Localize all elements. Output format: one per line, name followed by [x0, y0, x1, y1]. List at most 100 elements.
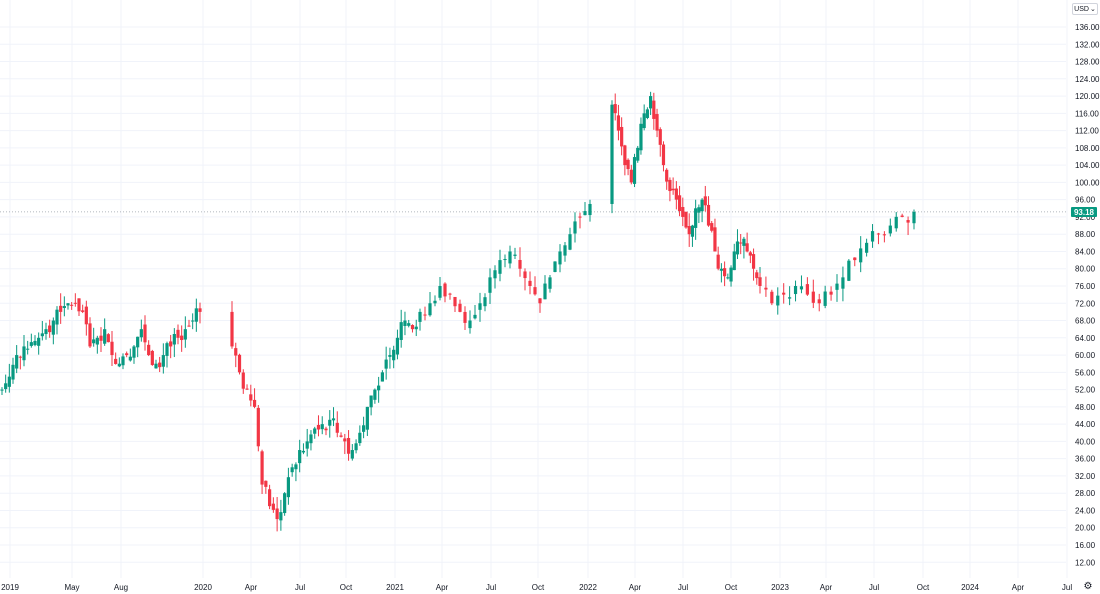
y-tick-label: 48.00: [1075, 403, 1096, 412]
candle-body: [418, 311, 422, 321]
candle-body: [568, 234, 572, 250]
y-tick-label: 96.00: [1075, 196, 1096, 205]
candle-body: [623, 145, 627, 166]
last-price-tag: 93.18: [1071, 207, 1097, 217]
candle-body: [316, 424, 321, 430]
candle-body: [22, 346, 26, 361]
candle-body: [414, 326, 418, 330]
candle-body: [811, 291, 815, 303]
candle-body: [882, 234, 886, 236]
candle-body: [234, 348, 238, 356]
y-tick-label: 116.00: [1075, 109, 1099, 118]
candle-body: [88, 323, 92, 347]
y-tick-label: 16.00: [1075, 541, 1096, 550]
x-tick-label: Jul: [295, 583, 305, 592]
candle-body: [335, 422, 339, 433]
y-tick-label: 52.00: [1075, 386, 1096, 395]
candle-body: [677, 195, 682, 212]
candle-body: [528, 280, 532, 286]
price-axis[interactable]: 136.00 132.00 128.00 124.00 120.00 116.00 112.…: [1075, 23, 1100, 567]
candle-body: [610, 104, 614, 204]
candle-body: [652, 100, 656, 119]
y-tick-label: 100.00: [1075, 178, 1100, 187]
candle-body: [33, 340, 37, 346]
candle-body: [328, 419, 332, 426]
candle-body: [710, 223, 714, 231]
candle-body: [645, 109, 649, 118]
candle-body: [249, 394, 253, 401]
candle-body: [751, 254, 756, 269]
candle-body: [719, 268, 723, 271]
candle-body: [180, 335, 184, 341]
candle-body: [684, 211, 688, 228]
candle-body: [732, 251, 736, 271]
candle-body: [706, 204, 711, 226]
x-tick-label: 2024: [961, 583, 979, 592]
candle-body: [0, 389, 4, 391]
x-tick-label: Apr: [820, 583, 833, 592]
candle-body: [853, 257, 857, 261]
candle-body: [433, 300, 437, 304]
candle-body: [894, 216, 898, 229]
candle-body: [40, 333, 44, 337]
candle-body: [523, 271, 527, 279]
candle-body: [508, 251, 512, 264]
candle-body: [256, 407, 260, 447]
candle-body: [260, 451, 264, 485]
candle-body: [132, 346, 136, 358]
candle-body: [369, 395, 373, 408]
candle-body: [583, 211, 587, 216]
x-tick-label: 2019: [1, 583, 19, 592]
candle-body: [92, 339, 96, 344]
candle-body: [7, 376, 11, 387]
currency-select[interactable]: USD ⌄: [1072, 3, 1098, 15]
candle-body: [563, 245, 567, 256]
candle-body: [799, 286, 804, 290]
candle-body: [380, 372, 384, 382]
candle-body: [66, 303, 70, 306]
y-tick-label: 12.00: [1075, 558, 1096, 567]
candle-body: [154, 363, 158, 369]
candle-body: [498, 260, 502, 274]
candle-body: [428, 303, 432, 316]
candle-body: [716, 254, 720, 269]
candle-body: [377, 385, 381, 391]
candle-body: [241, 372, 245, 389]
candle-body: [748, 252, 752, 256]
candle-body: [770, 291, 774, 304]
candle-body: [788, 297, 792, 299]
chart-grid: [0, 0, 1068, 578]
candle-body: [4, 383, 8, 390]
candle-body: [26, 348, 30, 350]
candle-body: [776, 295, 780, 306]
candle-body: [755, 272, 759, 279]
candle-body: [298, 450, 302, 464]
candle-body: [823, 291, 827, 306]
candle-body: [110, 341, 114, 356]
x-tick-label: 2020: [194, 583, 212, 592]
candle-body: [613, 104, 617, 114]
y-tick-label: 68.00: [1075, 317, 1096, 326]
candle-body: [468, 320, 472, 329]
candle-body: [620, 126, 624, 147]
candle-body: [642, 113, 646, 129]
candle-body: [558, 251, 562, 265]
y-tick-label: 72.00: [1075, 299, 1096, 308]
gear-icon[interactable]: ⚙: [1083, 581, 1093, 592]
y-tick-label: 112.00: [1075, 127, 1099, 136]
candle-body: [125, 353, 129, 356]
candle-body: [309, 434, 313, 444]
candle-body: [713, 227, 717, 252]
candle-body: [483, 297, 487, 307]
candle-body: [694, 208, 698, 228]
time-axis[interactable]: 2019 May Aug 2020 Apr Jul Oct 2021 Apr Jul Oct 2022…: [1, 583, 1072, 592]
candle-body: [147, 344, 151, 356]
candle-body: [865, 242, 869, 253]
candle-body: [44, 329, 48, 335]
candle-body: [187, 325, 191, 327]
candle-body: [271, 503, 275, 510]
candle-body: [548, 277, 552, 289]
y-tick-label: 20.00: [1075, 524, 1096, 533]
candle-body: [136, 336, 140, 348]
